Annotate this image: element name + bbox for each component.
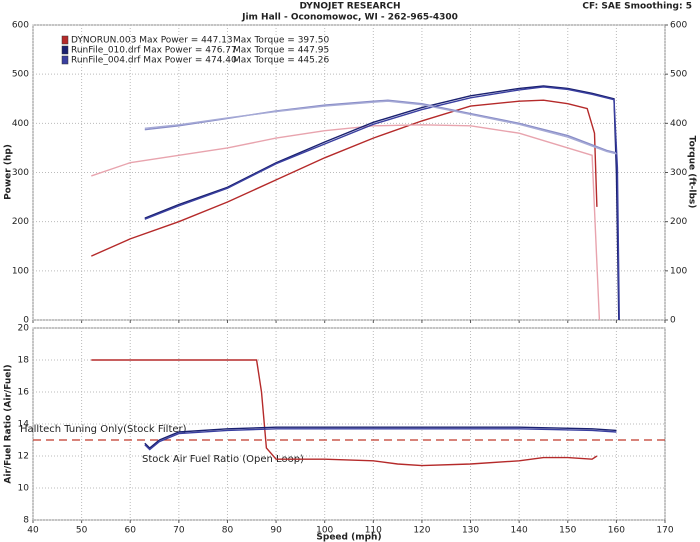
y-tick-label: 8 [23, 516, 29, 526]
x-axis-label: Speed (mph) [316, 533, 381, 542]
legend-swatch [61, 55, 69, 65]
legend-entry: DYNORUN.003 Max Power = 447.13 [71, 36, 233, 46]
legend-entry: Max Torque = 397.50 [233, 36, 329, 46]
y2-tick-label: 300 [670, 168, 687, 178]
y-tick-label: 18 [18, 356, 30, 366]
y-tick-label: 16 [18, 388, 30, 398]
x-tick-label: 130 [462, 526, 479, 536]
data-line [144, 86, 620, 321]
y2-tick-label: 0 [670, 316, 676, 326]
y-tick-label: 10 [18, 484, 30, 494]
y-tick-label: 0 [23, 316, 29, 326]
legend-swatch [61, 35, 69, 45]
y2-tick-label: 100 [670, 266, 687, 276]
x-tick-label: 150 [559, 526, 576, 536]
y2-tick-label: 600 [670, 21, 687, 31]
y-tick-label: 100 [12, 266, 29, 276]
x-tick-label: 110 [365, 526, 382, 536]
legend-entry: Max Torque = 445.26 [233, 56, 329, 66]
x-tick-label: 170 [656, 526, 673, 536]
y-tick-label: 200 [12, 217, 29, 227]
data-line [144, 85, 620, 321]
y-tick-label: 400 [12, 119, 29, 129]
y-axis-label: Air/Fuel Ratio (Air/Fuel) [4, 364, 14, 483]
x-tick-label: 160 [608, 526, 625, 536]
legend-entry: RunFile_004.drf Max Power = 474.40 [71, 56, 237, 66]
y2-tick-label: 200 [670, 217, 687, 227]
legend-entry: Max Torque = 447.95 [233, 46, 329, 56]
y-tick-label: 14 [18, 420, 30, 430]
y-tick-label: 500 [12, 70, 29, 80]
y-tick-label: 20 [18, 324, 30, 334]
x-tick-label: 70 [173, 526, 185, 536]
x-tick-label: 40 [27, 526, 39, 536]
legend-swatch [61, 45, 69, 55]
y2-tick-label: 500 [670, 70, 687, 80]
legend-entry: RunFile_010.drf Max Power = 476.77 [71, 46, 237, 56]
chart-subtitle: Jim Hall - Oconomowoc, WI - 262-965-4300 [241, 13, 458, 23]
annotation: Stock Air Fuel Ratio (Open Loop) [142, 454, 304, 465]
y-axis-label: Power (hp) [4, 144, 14, 200]
x-tick-label: 120 [413, 526, 430, 536]
settings-note: CF: SAE Smoothing: 5 [582, 2, 692, 12]
data-line [144, 100, 617, 155]
data-line [144, 426, 617, 449]
y-tick-label: 600 [12, 21, 29, 31]
data-line [144, 428, 617, 451]
chart-title: DYNOJET RESEARCH [299, 2, 400, 12]
x-tick-label: 90 [270, 526, 282, 536]
y-tick-label: 300 [12, 168, 29, 178]
y2-tick-label: 400 [670, 119, 687, 129]
y-tick-label: 12 [18, 452, 29, 462]
x-tick-label: 50 [76, 526, 88, 536]
x-tick-label: 140 [511, 526, 528, 536]
data-line [91, 124, 601, 321]
x-tick-label: 60 [125, 526, 137, 536]
data-line [91, 359, 598, 467]
annotation: Halltech Tuning Only(Stock Filter) [20, 424, 187, 435]
x-tick-label: 80 [222, 526, 234, 536]
x-tick-label: 100 [316, 526, 333, 536]
data-line [91, 99, 598, 257]
y2-axis-label: Torque (ft-lbs) [687, 136, 697, 209]
